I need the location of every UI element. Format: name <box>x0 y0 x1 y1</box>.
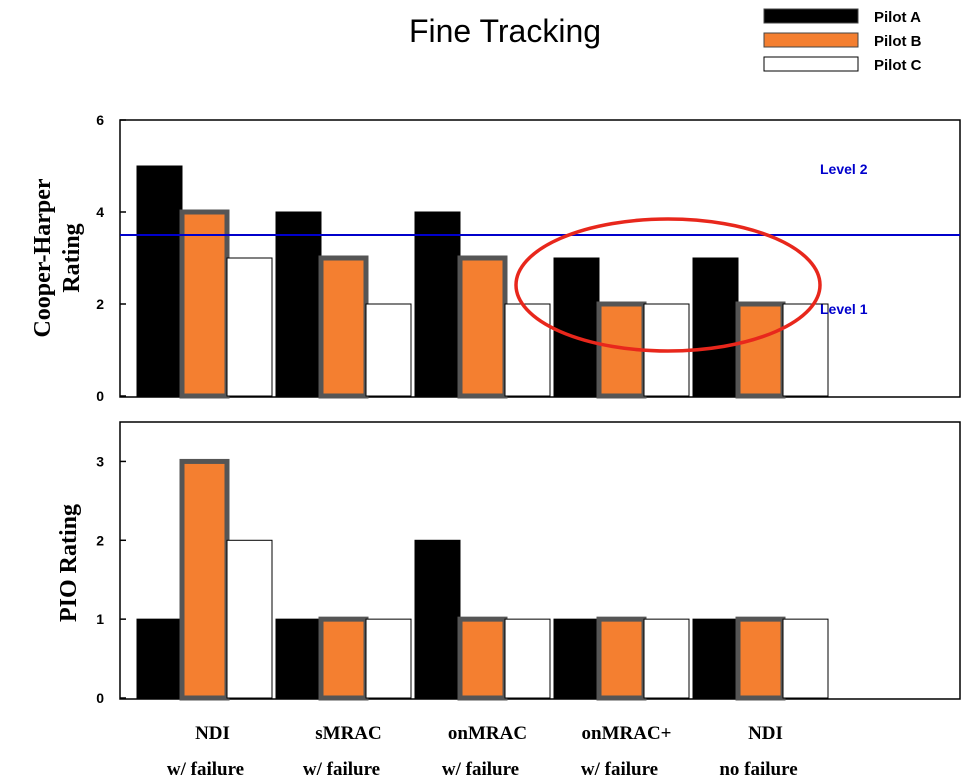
bar-pilot-b <box>735 301 786 399</box>
level-1-annotation: Level 1 <box>820 301 868 317</box>
legend-swatch-pilot-b <box>763 32 859 48</box>
category-label-line2: w/ failure <box>303 759 380 780</box>
bar-pilot-b <box>596 616 647 701</box>
category-label-line1: onMRAC <box>448 723 527 744</box>
category-label-line1: NDI <box>748 723 783 744</box>
level-2-annotation: Level 2 <box>820 161 868 177</box>
bar-pilot-b <box>735 616 786 701</box>
y-tick-label: 6 <box>96 112 104 128</box>
bar-pilot-c <box>226 539 273 699</box>
cooper-harper-ylabel-line2: Rating <box>59 223 85 292</box>
bar-pilot-c <box>365 618 412 699</box>
category-label-line2: w/ failure <box>442 759 519 780</box>
bar-pilot-c <box>365 303 412 397</box>
category-label-line2: w/ failure <box>581 759 658 780</box>
cooper-harper-ylabel-line1: Cooper-Harper <box>30 178 56 337</box>
bar-pilot-a <box>553 257 600 397</box>
bar-pilot-c <box>226 257 273 397</box>
legend-swatch-pilot-c <box>763 56 859 72</box>
legend: Pilot A Pilot B Pilot C <box>763 8 922 74</box>
category-labels: NDI w/ failure sMRAC w/ failure onMRAC w/ fai… <box>167 723 798 780</box>
y-tick-label: 0 <box>96 690 104 706</box>
y-tick-label: 2 <box>96 296 104 312</box>
legend-label-pilot-a: Pilot A <box>874 9 921 26</box>
bar-pilot-c <box>504 618 551 699</box>
bar-pilot-c <box>782 618 829 699</box>
bar-pilot-a <box>136 618 183 699</box>
legend-label-pilot-b: Pilot B <box>874 33 922 50</box>
legend-swatch-pilot-a <box>763 8 859 24</box>
category-label-line2: w/ failure <box>167 759 244 780</box>
bar-pilot-a <box>136 165 183 397</box>
bar-pilot-b <box>457 255 508 399</box>
bar-pilot-a <box>692 618 739 699</box>
bar-pilot-a <box>553 618 600 699</box>
chart-title: Fine Tracking <box>409 13 601 49</box>
y-tick-label: 3 <box>96 453 104 469</box>
category-label-line1: NDI <box>195 723 230 744</box>
bar-pilot-a <box>692 257 739 397</box>
bar-pilot-b <box>179 458 230 701</box>
category-label-line1: onMRAC+ <box>582 723 672 744</box>
bar-pilot-c <box>782 303 829 397</box>
y-tick-label: 2 <box>96 532 104 548</box>
bar-pilot-a <box>414 539 461 699</box>
legend-label-pilot-c: Pilot C <box>874 57 922 74</box>
highlight-ellipse <box>514 217 822 353</box>
bar-pilot-b <box>457 616 508 701</box>
bar-pilot-a <box>275 211 322 397</box>
cooper-harper-panel: 0 2 4 6 Cooper-Harper Rating Level 2 Level … <box>30 112 961 404</box>
bar-pilot-c <box>504 303 551 397</box>
bar-pilot-c <box>643 618 690 699</box>
category-label-line2: no failure <box>719 759 797 780</box>
bar-pilot-b <box>318 255 369 399</box>
pio-ylabel: PIO Rating <box>56 504 82 622</box>
y-tick-label: 4 <box>96 204 104 220</box>
pio-panel: 0 1 2 3 PIO Rating <box>56 421 961 706</box>
bar-pilot-a <box>275 618 322 699</box>
y-tick-label: 1 <box>96 611 104 627</box>
bar-pilot-b <box>318 616 369 701</box>
category-label-line1: sMRAC <box>315 723 382 744</box>
y-tick-label: 0 <box>96 388 104 404</box>
bar-pilot-b <box>179 209 230 399</box>
bar-pilot-a <box>414 211 461 397</box>
